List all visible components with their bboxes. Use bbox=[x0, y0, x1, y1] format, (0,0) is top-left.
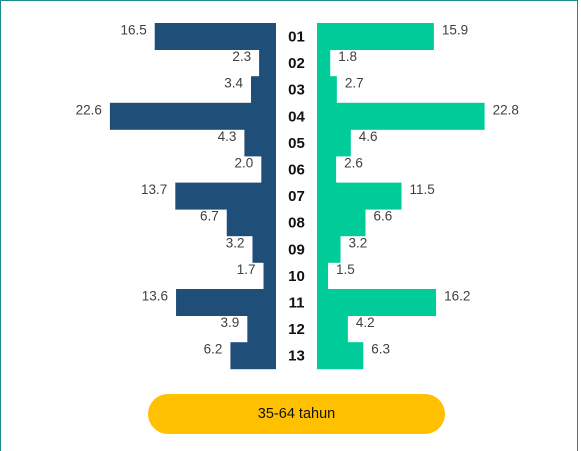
left-bar bbox=[226, 209, 276, 237]
right-value-label: 15.9 bbox=[442, 23, 468, 38]
left-bar bbox=[251, 76, 276, 104]
right-value-label: 1.5 bbox=[336, 262, 355, 277]
right-bar bbox=[317, 102, 485, 130]
right-bar bbox=[317, 76, 337, 104]
right-value-label: 1.8 bbox=[338, 49, 357, 64]
right-value-label: 11.5 bbox=[410, 182, 435, 197]
right-value-label: 2.6 bbox=[344, 156, 363, 171]
category-label: 05 bbox=[288, 135, 305, 152]
category-label: 11 bbox=[289, 295, 305, 312]
left-value-label: 3.9 bbox=[221, 315, 240, 330]
left-value-label: 13.6 bbox=[142, 289, 168, 304]
right-value-label: 6.6 bbox=[374, 209, 393, 224]
left-bar bbox=[175, 182, 276, 210]
right-bar bbox=[317, 129, 351, 157]
left-bar bbox=[247, 315, 276, 343]
category-label: 06 bbox=[288, 162, 305, 179]
left-value-label: 1.7 bbox=[237, 262, 256, 277]
right-bar bbox=[317, 156, 337, 183]
left-value-label: 6.2 bbox=[204, 342, 223, 357]
category-label: 04 bbox=[288, 108, 305, 125]
left-value-label: 3.4 bbox=[224, 76, 243, 91]
category-label: 08 bbox=[288, 215, 305, 232]
left-value-label: 16.5 bbox=[120, 23, 146, 38]
right-value-label: 4.6 bbox=[359, 129, 378, 144]
left-value-label: 4.3 bbox=[218, 129, 237, 144]
left-bar bbox=[252, 235, 276, 263]
age-group-badge[interactable]: 35-64 tahun bbox=[148, 394, 445, 434]
left-value-label: 2.0 bbox=[235, 156, 254, 171]
right-bar bbox=[317, 182, 402, 210]
left-bar bbox=[244, 129, 276, 157]
right-bar bbox=[317, 49, 331, 77]
right-value-label: 6.3 bbox=[371, 342, 390, 357]
left-bar bbox=[109, 102, 276, 130]
category-label: 02 bbox=[288, 55, 305, 72]
right-value-label: 3.2 bbox=[349, 235, 368, 250]
left-value-label: 3.2 bbox=[226, 235, 245, 250]
right-value-label: 2.7 bbox=[345, 76, 364, 91]
right-value-label: 16.2 bbox=[444, 289, 470, 304]
category-label: 10 bbox=[288, 268, 305, 285]
left-bar bbox=[230, 342, 276, 370]
left-value-label: 22.6 bbox=[76, 102, 102, 117]
right-bar bbox=[317, 262, 329, 290]
left-bar bbox=[154, 23, 276, 50]
right-bar bbox=[317, 289, 437, 316]
diverging-bar-chart: 16.5 15.9 01 2.3 1.8 02 3.4 2.7 03 22.6 22.8 04 4.3 4… bbox=[76, 23, 519, 370]
right-bar bbox=[317, 315, 348, 343]
right-bar bbox=[317, 23, 434, 50]
right-bar bbox=[317, 209, 366, 237]
left-bar bbox=[263, 262, 276, 290]
right-bar bbox=[317, 235, 341, 263]
left-bar bbox=[259, 49, 276, 77]
left-value-label: 2.3 bbox=[232, 49, 251, 64]
category-label: 12 bbox=[288, 321, 305, 338]
category-label: 13 bbox=[288, 348, 305, 365]
category-label: 09 bbox=[288, 241, 305, 258]
category-label: 07 bbox=[288, 188, 305, 205]
left-bar bbox=[176, 289, 276, 316]
left-value-label: 13.7 bbox=[141, 182, 167, 197]
category-label: 01 bbox=[288, 29, 305, 46]
category-label: 03 bbox=[288, 82, 305, 99]
right-value-label: 22.8 bbox=[493, 102, 519, 117]
right-bar bbox=[317, 342, 364, 370]
left-value-label: 6.7 bbox=[200, 209, 219, 224]
left-bar bbox=[261, 156, 276, 183]
right-value-label: 4.2 bbox=[356, 315, 375, 330]
